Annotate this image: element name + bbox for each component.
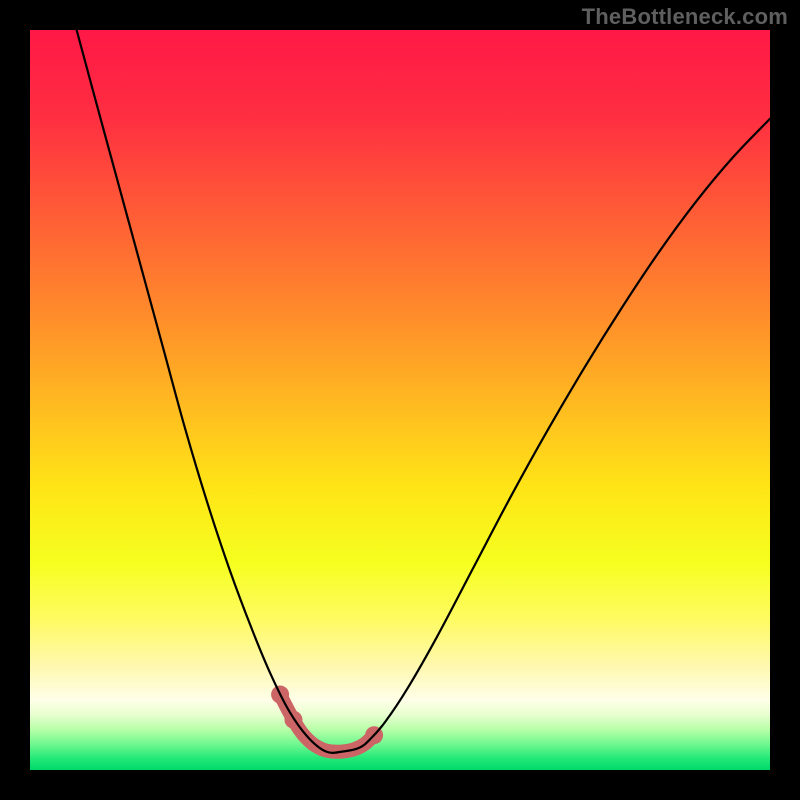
bottleneck-curve-chart xyxy=(30,30,770,770)
chart-background xyxy=(30,30,770,770)
watermark-text: TheBottleneck.com xyxy=(582,4,788,30)
plot-area xyxy=(30,30,770,770)
chart-frame: TheBottleneck.com xyxy=(0,0,800,800)
